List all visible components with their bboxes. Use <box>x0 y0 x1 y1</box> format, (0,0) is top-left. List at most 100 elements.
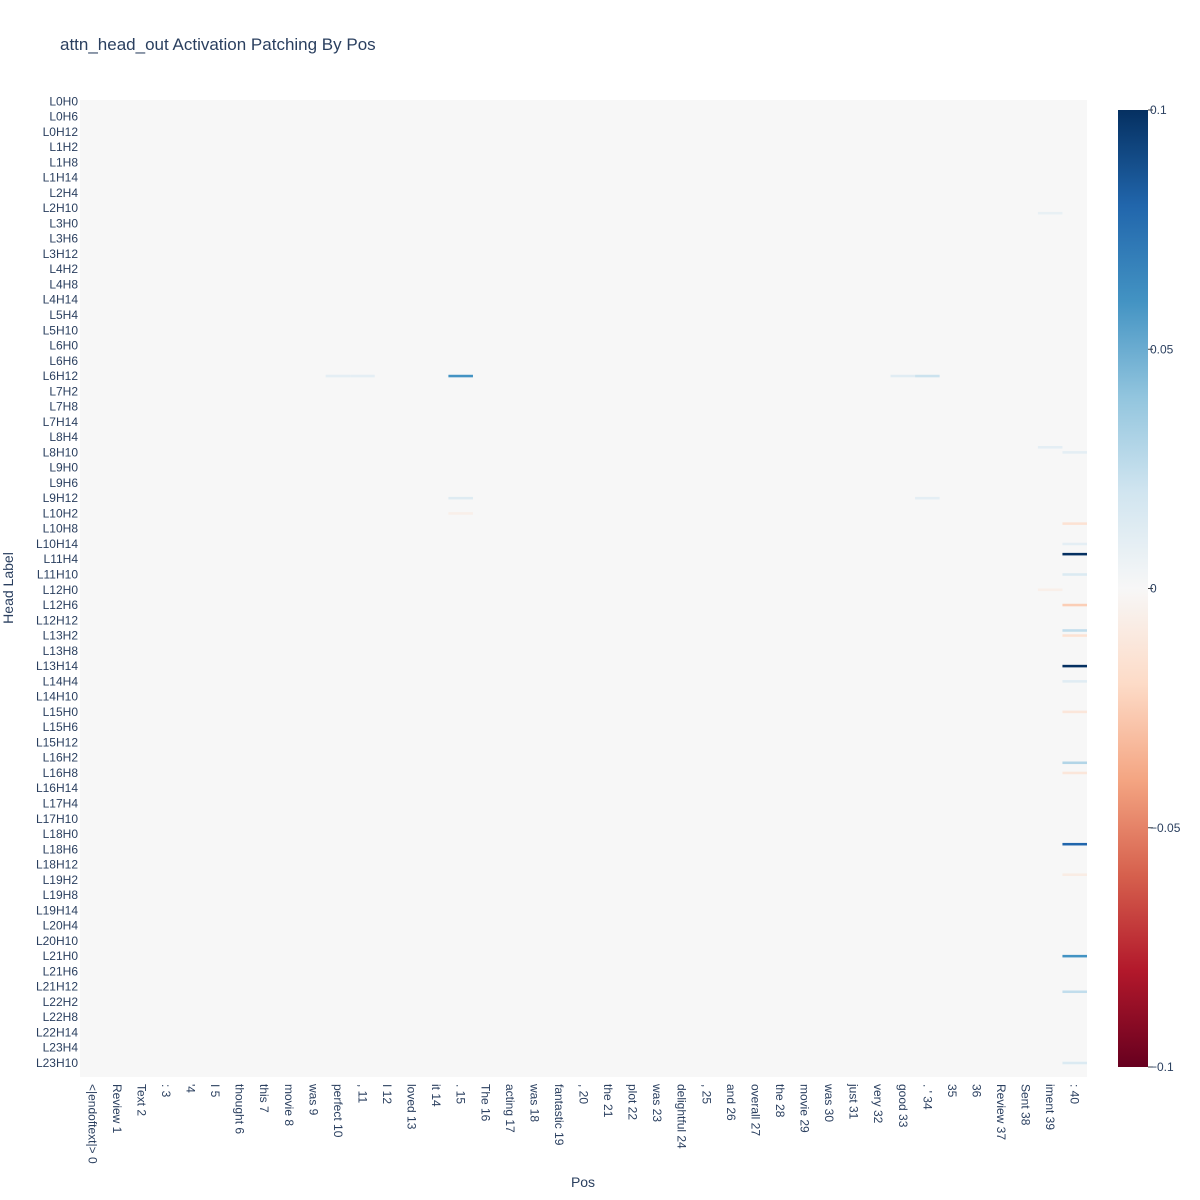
x-tick-label: : 3 <box>159 1084 173 1098</box>
heatmap-cell <box>915 374 940 378</box>
y-tick-label: L21H0 <box>43 949 79 963</box>
y-tick-label: L13H2 <box>43 629 79 643</box>
x-tick-label: very 32 <box>871 1084 885 1124</box>
x-tick-label: fantastic 19 <box>552 1084 566 1146</box>
y-tick-label: L9H6 <box>49 476 78 490</box>
heatmap-cell <box>1062 573 1087 576</box>
y-tick-label: L2H10 <box>43 201 79 215</box>
y-tick-label: L7H14 <box>43 415 79 429</box>
heatmap-cell <box>1062 664 1087 668</box>
y-tick-label: L3H0 <box>49 216 78 230</box>
x-tick-label: <|endoftext|> 0 <box>85 1084 99 1164</box>
y-tick-label: L6H6 <box>49 354 78 368</box>
colorbar-tick-label: −0.05 <box>1150 821 1181 835</box>
x-tick-label: this 7 <box>257 1084 271 1113</box>
x-tick-label: 36 <box>969 1084 983 1098</box>
y-tick-label: L16H14 <box>36 781 78 795</box>
colorbar-gradient <box>1118 110 1148 1067</box>
y-tick-label: L17H4 <box>43 796 79 810</box>
heatmap-cell <box>1062 522 1087 525</box>
y-tick-label: L23H10 <box>36 1056 78 1070</box>
x-tick-label: just 31 <box>847 1083 861 1120</box>
heatmap-cell <box>1037 211 1063 215</box>
heatmap-cell <box>448 512 473 515</box>
y-tick-label: L14H10 <box>36 690 78 704</box>
heatmap-cell <box>1062 842 1087 846</box>
y-tick-label: L5H4 <box>49 308 78 322</box>
y-tick-label: L15H6 <box>43 720 79 734</box>
y-tick-label: L1H14 <box>43 171 79 185</box>
x-tick-label: thought 6 <box>233 1084 247 1134</box>
heatmap-cell <box>1037 446 1063 449</box>
y-tick-label: L8H10 <box>43 445 79 459</box>
y-tick-label: L21H12 <box>36 980 78 994</box>
heatmap-cell <box>1062 552 1087 556</box>
y-tick-label: L7H2 <box>49 384 78 398</box>
x-tick-label: was 9 <box>306 1083 320 1116</box>
x-tick-label: plot 22 <box>626 1084 640 1120</box>
y-tick-label: L4H2 <box>49 262 78 276</box>
y-tick-label: L22H14 <box>36 1025 78 1039</box>
y-tick-label: L3H12 <box>43 247 79 261</box>
y-tick-label: L10H14 <box>36 537 78 551</box>
x-tick-label: was 23 <box>650 1083 664 1122</box>
y-tick-label: L17H10 <box>36 812 78 826</box>
x-tick-label: overall 27 <box>748 1084 762 1136</box>
x-tick-label: it 14 <box>429 1084 443 1107</box>
x-tick-label: loved 13 <box>405 1084 419 1130</box>
y-tick-label: L0H12 <box>43 125 79 139</box>
y-tick-label: L20H10 <box>36 934 78 948</box>
y-tick-label: L23H4 <box>43 1041 79 1055</box>
y-tick-label: L16H2 <box>43 751 79 765</box>
x-tick-label: 35 <box>945 1084 959 1098</box>
x-tick-label: '4 <box>184 1084 198 1093</box>
x-tick-label: good 33 <box>896 1084 910 1128</box>
heatmap-cell <box>915 496 940 500</box>
y-tick-label: L18H12 <box>36 858 78 872</box>
x-tick-label: I 12 <box>380 1084 394 1104</box>
y-tick-label: L5H10 <box>43 323 79 337</box>
x-tick-label: , 25 <box>699 1084 713 1104</box>
x-tick-label: delightful 24 <box>675 1084 689 1149</box>
y-tick-label: L6H12 <box>43 369 79 383</box>
x-tick-label: Sent 38 <box>1019 1084 1033 1126</box>
heatmap-cell <box>1062 990 1087 994</box>
x-tick-label: , 11 <box>355 1084 369 1103</box>
plot-background <box>80 100 1087 1077</box>
y-tick-label: L3H6 <box>49 232 78 246</box>
y-tick-label: L12H12 <box>36 613 78 627</box>
y-tick-label: L4H8 <box>49 277 78 291</box>
x-tick-label: and 26 <box>724 1084 738 1121</box>
chart-title: attn_head_out Activation Patching By Pos <box>60 35 376 54</box>
x-tick-label: , 20 <box>577 1084 591 1104</box>
y-tick-label: L22H2 <box>43 995 79 1009</box>
heatmap-cell <box>1062 771 1087 775</box>
y-tick-label: L7H8 <box>49 400 78 414</box>
heatmap-cell <box>1062 629 1087 632</box>
heatmap-cell <box>350 374 375 378</box>
x-axis-title: Pos <box>571 1174 595 1190</box>
y-tick-label: L9H12 <box>43 491 79 505</box>
y-tick-label: L19H2 <box>43 873 79 887</box>
y-tick-label: L10H2 <box>43 506 79 520</box>
y-tick-label: L11H10 <box>37 568 78 582</box>
x-tick-label: perfect 10 <box>331 1084 345 1138</box>
y-tick-label: L1H2 <box>49 140 78 154</box>
x-tick-label: . 15 <box>454 1084 468 1104</box>
x-tick-label: was 30 <box>822 1083 836 1122</box>
y-tick-label: L19H14 <box>36 903 78 917</box>
x-tick-label: Review 37 <box>994 1084 1008 1140</box>
heatmap-cell <box>1062 710 1087 714</box>
x-tick-label: I 5 <box>208 1084 222 1098</box>
y-tick-label: L8H4 <box>49 430 78 444</box>
heatmap-cell <box>1062 603 1087 607</box>
heatmap-cell <box>325 374 351 378</box>
y-tick-label: L22H8 <box>43 1010 79 1024</box>
x-tick-label: the 21 <box>601 1084 615 1118</box>
y-tick-label: L0H6 <box>49 110 78 124</box>
x-tick-label: movie 8 <box>282 1084 296 1126</box>
x-tick-label: : 40 <box>1068 1084 1082 1104</box>
y-tick-label: L1H8 <box>49 155 78 169</box>
heatmap-cell <box>1062 680 1087 683</box>
